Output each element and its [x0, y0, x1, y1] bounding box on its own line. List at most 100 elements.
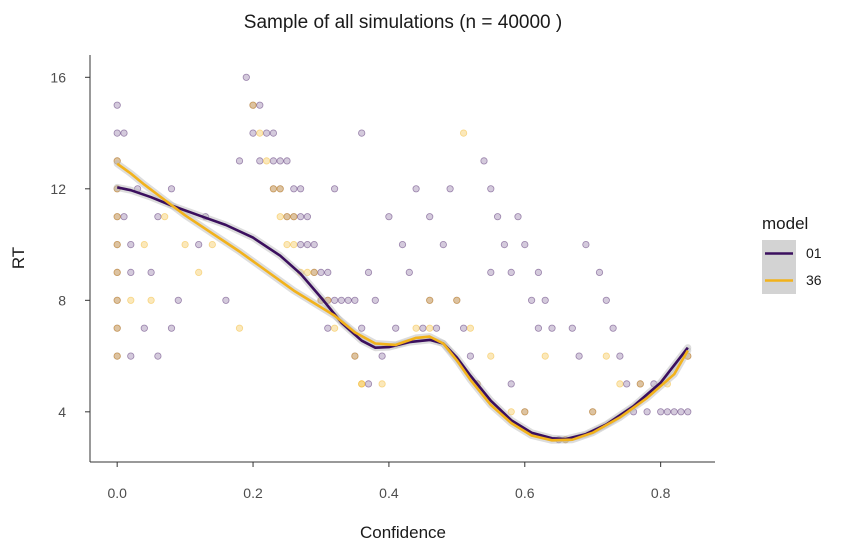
data-point-01-30: [256, 101, 264, 109]
data-point-01-46: [303, 213, 311, 221]
data-point-01-83: [487, 268, 495, 276]
data-point-36-22: [283, 213, 291, 221]
data-point-36-13: [195, 268, 203, 276]
data-point-01-105: [616, 352, 624, 360]
data-point-01-93: [534, 324, 543, 332]
data-point-01-62: [364, 268, 373, 276]
data-point-01-101: [589, 408, 597, 416]
data-point-01-98: [568, 324, 576, 332]
data-point-01-74: [432, 324, 441, 332]
x-axis-title: Confidence: [360, 523, 446, 542]
data-point-01-34: [269, 157, 277, 165]
data-point-36-15: [235, 324, 244, 332]
data-point-01-47: [310, 268, 318, 276]
data-point-01-45: [303, 241, 311, 249]
data-point-01-103: [602, 296, 610, 304]
data-point-36-21: [276, 213, 284, 221]
x-tick-label: 0.2: [243, 485, 263, 501]
plot-area: [113, 73, 692, 444]
data-point-01-59: [351, 352, 359, 360]
data-point-36-5: [113, 213, 121, 221]
data-point-36-41: [466, 324, 474, 332]
data-point-36-31: [330, 324, 339, 332]
data-point-01-64: [371, 296, 379, 304]
data-point-01-2: [113, 296, 121, 304]
data-point-01-84: [493, 213, 502, 221]
data-point-01-114: [677, 408, 685, 416]
y-axis-title: RT: [9, 247, 28, 269]
data-point-36-33: [358, 380, 366, 388]
data-point-01-0: [113, 352, 121, 360]
data-point-36-16: [249, 101, 257, 109]
data-point-36-12: [181, 241, 189, 249]
data-point-01-26: [235, 157, 244, 165]
data-point-36-38: [426, 324, 434, 332]
data-point-01-27: [242, 73, 250, 81]
x-tick-label: 0.8: [651, 485, 671, 501]
data-point-36-39: [453, 296, 461, 304]
data-point-01-41: [290, 213, 298, 221]
data-point-01-17: [147, 268, 155, 276]
data-point-01-75: [439, 241, 447, 249]
x-tick-label: 0.0: [107, 485, 127, 501]
data-point-01-95: [548, 324, 556, 332]
data-point-01-102: [595, 268, 604, 276]
data-point-01-18: [154, 352, 162, 360]
data-point-01-38: [283, 213, 291, 221]
data-point-36-9: [140, 241, 148, 249]
data-point-36-17: [256, 129, 264, 137]
y-tick-label: 16: [50, 69, 66, 85]
data-point-36-3: [113, 268, 121, 276]
data-point-36-8: [127, 296, 135, 304]
data-point-01-111: [657, 408, 665, 416]
data-point-01-29: [249, 129, 257, 137]
data-point-01-13: [127, 268, 135, 276]
data-point-01-106: [623, 380, 631, 388]
trend-line-01: [116, 186, 689, 441]
data-point-36-43: [487, 352, 495, 360]
data-point-01-8: [113, 129, 121, 137]
chart-title: Sample of all simulations (n = 40000 ): [244, 12, 562, 33]
data-point-01-35: [269, 185, 277, 193]
data-point-36-14: [208, 241, 216, 249]
x-tick-label: 0.4: [379, 485, 399, 501]
data-point-01-66: [385, 213, 393, 221]
data-point-36-45: [521, 408, 529, 416]
data-point-01-113: [670, 408, 678, 416]
data-point-01-25: [222, 296, 230, 304]
data-point-01-21: [167, 185, 176, 193]
data-point-01-14: [127, 241, 135, 249]
data-point-01-94: [541, 296, 549, 304]
data-point-36-40: [459, 129, 468, 137]
data-point-01-81: [480, 157, 488, 165]
data-point-36-27: [303, 268, 311, 276]
data-point-01-44: [296, 213, 305, 221]
data-point-36-44: [507, 408, 515, 416]
data-point-01-108: [636, 380, 644, 388]
data-point-01-67: [392, 324, 400, 332]
data-point-36-1: [113, 324, 121, 332]
data-point-01-32: [262, 129, 271, 137]
data-point-36-2: [113, 296, 121, 304]
data-point-01-100: [582, 241, 590, 249]
data-point-36-37: [426, 296, 434, 304]
data-point-01-82: [487, 185, 495, 193]
data-point-01-79: [466, 352, 474, 360]
data-point-01-55: [330, 296, 339, 304]
data-point-36-35: [378, 380, 386, 388]
data-point-01-40: [290, 185, 298, 193]
data-point-01-16: [140, 324, 148, 332]
data-point-01-72: [426, 296, 434, 304]
data-point-01-48: [310, 241, 318, 249]
data-point-01-115: [684, 408, 692, 416]
legend-title: model: [762, 214, 808, 233]
data-point-01-76: [446, 185, 454, 193]
y-ticks: 4 8 12 16: [50, 69, 90, 420]
trend-line-36: [116, 162, 689, 442]
data-point-01-42: [296, 241, 305, 249]
data-point-01-22: [174, 296, 182, 304]
trend-layer: [113, 160, 692, 444]
data-point-01-89: [521, 241, 529, 249]
data-point-36-4: [113, 241, 121, 249]
